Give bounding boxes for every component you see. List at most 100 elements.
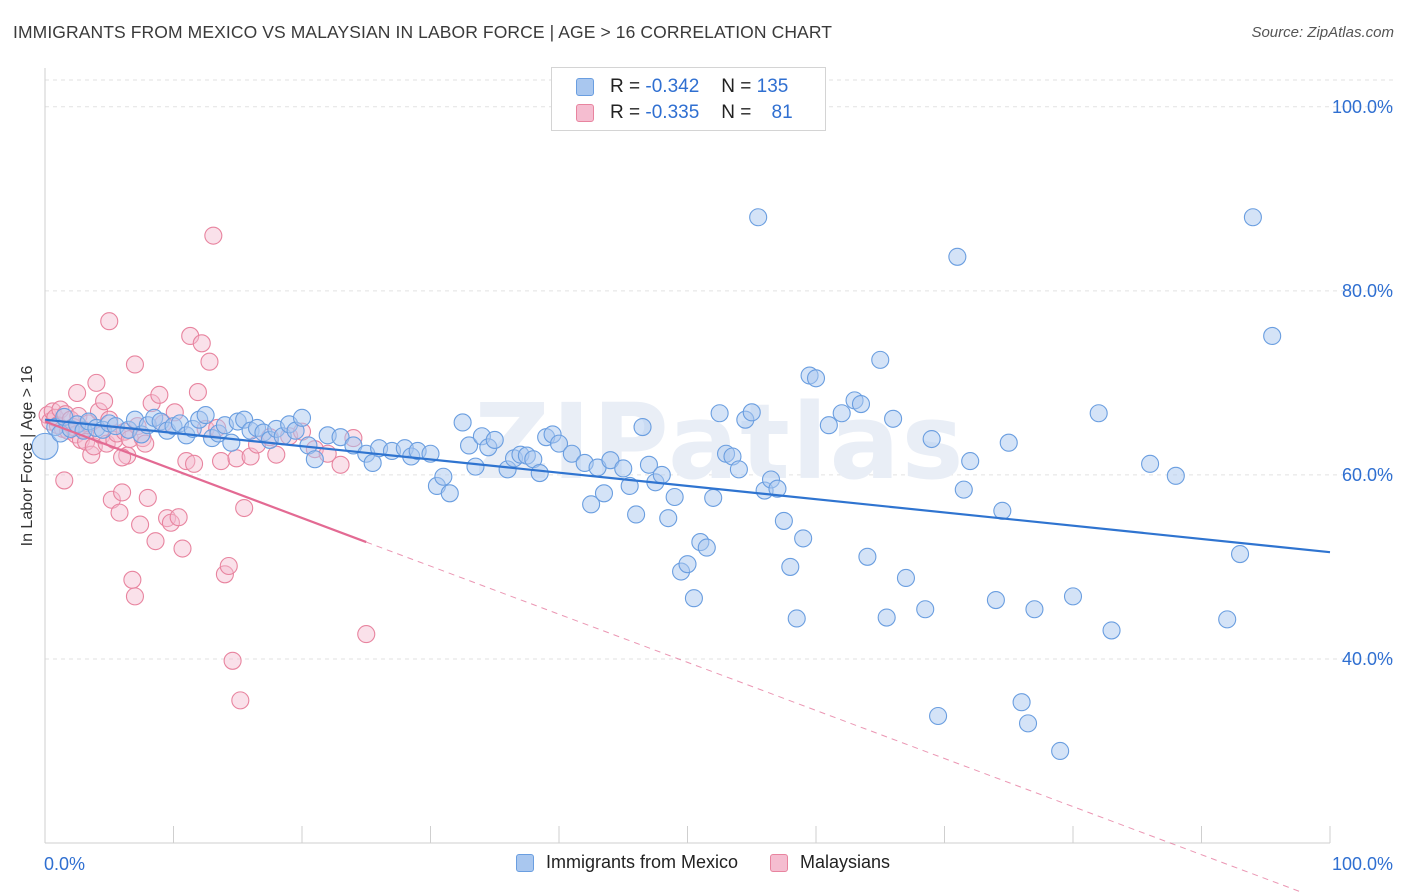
mexico-point (787, 609, 806, 628)
x-tick-label-max: 100.0% (1332, 854, 1393, 874)
malaysians-point (146, 532, 165, 551)
malaysians-legend-swatch (770, 853, 788, 872)
mexico-point (684, 589, 703, 608)
mexico-points (31, 208, 1282, 761)
malaysians-point (110, 503, 129, 522)
malaysians-points (38, 226, 376, 710)
mexico-point (1018, 714, 1038, 733)
y-tick-label: 40.0% (1342, 649, 1393, 669)
mexico-point (832, 404, 851, 423)
r-value-malaysians: -0.335 (645, 102, 700, 123)
malaysians-point (215, 565, 234, 584)
mexico-point (922, 429, 941, 449)
mexico-point (704, 488, 723, 507)
malaysians-point (231, 691, 250, 710)
mexico-point (1141, 454, 1160, 473)
source-label: Source: ZipAtlas.com (1251, 24, 1394, 41)
malaysians-point (188, 383, 207, 402)
mexico-point (659, 509, 678, 528)
r-value-mexico: -0.342 (645, 76, 700, 97)
mexico-point (665, 487, 684, 507)
trendlines (44, 418, 1331, 892)
mexico-point (222, 433, 241, 452)
malaysians-point (185, 454, 204, 473)
mexico-point (305, 450, 324, 469)
malaysians-swatch (576, 104, 594, 122)
mexico-point (954, 480, 973, 499)
r-label: R = (610, 76, 641, 97)
legend-item-malaysians: Malaysians (770, 852, 890, 873)
y-tick-label: 100.0% (1332, 97, 1393, 117)
mexico-point (877, 608, 896, 627)
mexico-point (582, 495, 601, 514)
mexico-point (485, 430, 504, 449)
mexico-point (961, 452, 980, 471)
mexico-point (768, 479, 787, 498)
mexico-point (453, 413, 472, 432)
n-value-malaysians: 81 (771, 102, 793, 123)
mexico-point (292, 408, 312, 427)
mexico-point (1012, 693, 1031, 712)
mexico-point (871, 350, 890, 369)
legend-row-mexico: R = -0.342 N = 135 (576, 75, 788, 99)
malaysians-point (173, 539, 192, 558)
mexico-point (614, 459, 633, 478)
mexico-point (896, 568, 916, 588)
mexico-point (530, 464, 549, 483)
malaysians-point (150, 385, 169, 404)
grid-lines (45, 79, 1393, 660)
mexico-legend-swatch (515, 853, 534, 872)
tick-labels: 40.0% 60.0% 80.0% 100.0% 0.0% 100.0% (44, 97, 1393, 874)
malaysians-point (223, 651, 242, 670)
mexico-point (440, 484, 459, 503)
mexico-swatch (576, 78, 594, 96)
mexico-point (794, 529, 813, 548)
malaysians-point (125, 355, 144, 374)
malaysians-point (211, 452, 231, 471)
mexico-point (742, 403, 761, 422)
mexico-point (466, 457, 485, 476)
malaysians-point (123, 570, 142, 589)
malaysians-point (125, 587, 144, 606)
mexico-point (331, 428, 350, 447)
malaysians-point (87, 373, 106, 392)
malaysians-point (219, 556, 238, 576)
malaysians-point (113, 483, 132, 502)
malaysians-trendline-extension (366, 541, 1303, 892)
mexico-point (729, 460, 748, 479)
mexico-point (929, 706, 948, 726)
mexico-point (344, 436, 363, 455)
y-tick-label: 60.0% (1342, 465, 1393, 485)
correlation-legend: R = -0.342 N = 135 R = -0.335 N = 81 (551, 67, 826, 131)
malaysians-point (68, 383, 87, 403)
malaysians-point (181, 326, 200, 345)
mexico-point (851, 394, 871, 414)
malaysians-trendline (44, 420, 367, 544)
mexico-point (858, 547, 877, 566)
mexico-point (781, 557, 800, 576)
malaysians-point (200, 352, 219, 371)
malaysians-point (331, 455, 350, 474)
malaysians-point (192, 334, 211, 353)
malaysians-point (100, 312, 119, 331)
malaysians-point (235, 498, 254, 518)
mexico-point (948, 247, 967, 266)
n-label: N = (721, 102, 752, 123)
malaysians-point (95, 392, 114, 411)
malaysians-point (138, 488, 157, 507)
mexico-point (1051, 741, 1070, 761)
x-tick-label-min: 0.0% (44, 854, 85, 874)
mexico-point (627, 505, 646, 524)
mexico-point (1089, 404, 1108, 423)
malaysians-point (357, 625, 376, 644)
mexico-point (633, 418, 652, 437)
malaysians-point (55, 471, 74, 490)
mexico-point (601, 451, 620, 470)
n-value-mexico: 135 (756, 76, 789, 97)
mexico-trendline (44, 418, 1331, 554)
mexico-point (562, 444, 581, 463)
chart-title: IMMIGRANTS FROM MEXICO VS MALAYSIAN IN L… (13, 22, 833, 42)
malaysians-point (204, 226, 223, 245)
mexico-point (196, 406, 215, 425)
